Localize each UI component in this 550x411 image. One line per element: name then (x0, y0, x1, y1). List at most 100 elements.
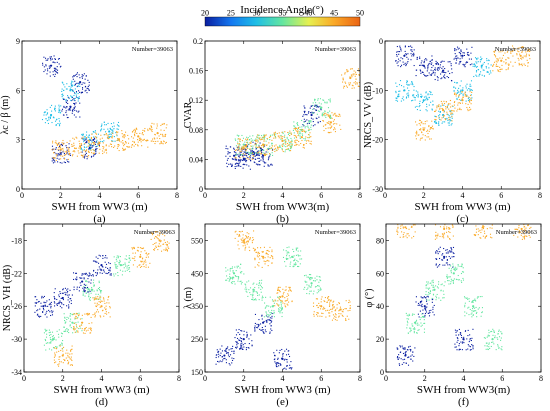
scatter-dot (397, 95, 399, 97)
scatter-dot (52, 149, 54, 151)
scatter-dot (308, 274, 311, 276)
scatter-dot (273, 316, 276, 318)
scatter-dot (286, 246, 288, 249)
scatter-dot (432, 306, 434, 308)
scatter-dot (485, 348, 487, 350)
scatter-dot (414, 99, 416, 101)
scatter-dot (96, 290, 98, 292)
scatter-dot (344, 308, 346, 310)
series-angle-35 (225, 246, 322, 318)
scatter-dot (493, 53, 496, 56)
scatter-dot (522, 236, 524, 238)
scatter-dot (438, 68, 440, 70)
scatter-dot (68, 97, 70, 99)
scatter-dot (240, 340, 242, 342)
scatter-dot (290, 261, 292, 263)
scatter-dot (153, 123, 155, 125)
scatter-dot (406, 56, 408, 58)
scatter-dot (67, 158, 69, 160)
data-point (413, 321, 417, 324)
scatter-dot (163, 243, 165, 245)
scatter-dot (287, 293, 289, 295)
scatter-dot (81, 88, 84, 90)
scatter-dot (61, 90, 63, 92)
scatter-dot (261, 251, 263, 253)
scatter-dot (486, 71, 488, 73)
scatter-dot (420, 122, 422, 124)
scatter-dot (447, 119, 449, 122)
scatter-dot (303, 275, 306, 277)
scatter-dot (438, 124, 440, 126)
scatter-dot (516, 228, 518, 230)
scatter-dot (528, 55, 530, 57)
scatter-dot (75, 116, 77, 118)
scatter-dot (425, 309, 427, 311)
scatter-dot (93, 141, 95, 143)
scatter-dot (62, 139, 64, 142)
scatter-dot (325, 116, 327, 118)
scatter-dot (445, 252, 447, 254)
y-tick-label: 3 (16, 136, 20, 145)
scatter-dot (339, 115, 341, 117)
scatter-dot (423, 315, 425, 317)
scatter-dot (305, 130, 307, 132)
scatter-dot (456, 337, 458, 339)
scatter-dot (235, 230, 237, 232)
scatter-dot (105, 148, 107, 150)
scatter-dot (427, 93, 429, 95)
scatter-dot (57, 149, 59, 151)
scatter-dot (90, 292, 92, 294)
scatter-dot (423, 322, 425, 324)
scatter-dot (468, 341, 470, 343)
scatter-dot (116, 267, 118, 269)
scatter-dot (310, 274, 312, 276)
scatter-dot (302, 144, 305, 146)
scatter-dot (55, 124, 57, 127)
scatter-dot (241, 347, 243, 349)
scatter-dot (517, 50, 519, 52)
scatter-dot (476, 65, 478, 68)
scatter-dot (428, 291, 430, 294)
scatter-dot (469, 83, 471, 85)
scatter-dot (154, 247, 156, 249)
scatter-dot (420, 72, 422, 74)
scatter-dot (58, 118, 60, 120)
scatter-dot (69, 315, 71, 317)
scatter-dot (81, 273, 83, 275)
scatter-dot (288, 148, 290, 150)
scatter-dot (338, 310, 340, 312)
scatter-dot (73, 94, 75, 97)
scatter-dot (238, 339, 240, 341)
scatter-dot (136, 266, 138, 268)
scatter-dot (319, 305, 321, 307)
scatter-dot (75, 325, 78, 327)
scatter-dot (107, 128, 109, 130)
scatter-dot (396, 230, 398, 233)
data-point (300, 136, 303, 139)
scatter-dot (238, 155, 240, 158)
scatter-dot (269, 313, 272, 316)
scatter-dot (63, 326, 65, 328)
scatter-dot (427, 287, 429, 289)
scatter-dot (44, 111, 46, 113)
scatter-dot (95, 305, 98, 308)
scatter-dot (255, 143, 257, 145)
scatter-dot (88, 290, 91, 292)
scatter-dot (138, 138, 141, 140)
scatter-dot (262, 257, 264, 260)
scatter-dot (431, 280, 433, 282)
scatter-dot (240, 283, 242, 285)
scatter-dot (88, 296, 90, 298)
scatter-dot (330, 126, 332, 128)
scatter-dot (467, 335, 469, 337)
scatter-dot (45, 114, 47, 116)
scatter-dot (458, 98, 460, 101)
scatter-dot (85, 273, 87, 275)
scatter-dot (80, 143, 82, 145)
scatter-dot (273, 359, 275, 361)
scatter-dot (55, 148, 57, 150)
scatter-dot (96, 289, 98, 291)
scatter-dot (238, 235, 240, 237)
scatter-dot (258, 285, 260, 287)
scatter-dot (277, 148, 279, 150)
